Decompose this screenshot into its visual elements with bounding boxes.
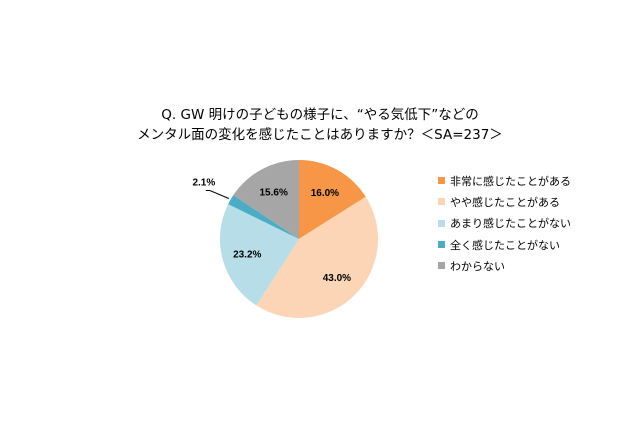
data-label: 43.0% (323, 273, 351, 284)
legend-label: やや感じたことがある (450, 195, 560, 209)
legend-label: あまり感じたことがない (450, 217, 571, 231)
legend-swatch (438, 177, 445, 185)
legend-swatch (438, 198, 445, 206)
leader-line (205, 190, 230, 199)
legend-item: やや感じたことがある (438, 191, 571, 212)
legend: 非常に感じたことがある やや感じたことがある あまり感じたことがない 全く感じた… (438, 170, 571, 276)
legend-item: あまり感じたことがない (438, 213, 571, 234)
data-label: 15.6% (260, 188, 288, 199)
legend-item: 全く感じたことがない (438, 234, 571, 255)
legend-label: 全く感じたことがない (450, 238, 560, 252)
legend-item: わからない (438, 255, 571, 276)
data-label: 16.0% (311, 188, 339, 199)
legend-item: 非常に感じたことがある (438, 170, 571, 191)
pie-slice (219, 204, 299, 306)
pie-slice (299, 160, 366, 239)
pie-slice (233, 160, 299, 239)
pie-slice (256, 196, 379, 319)
chart-title-line-2: メンタル面の変化を感じたことはありますか？＜SA=237＞ (137, 127, 503, 143)
data-label: 2.1% (192, 178, 215, 189)
legend-label: わからない (450, 259, 505, 273)
data-label: 23.2% (233, 249, 261, 260)
chart-title-line-1: Q. GW 明けの子どもの様子に、“やる気低下”などの (161, 107, 479, 123)
legend-swatch (438, 219, 445, 227)
pie-slice (228, 195, 299, 239)
legend-swatch (438, 262, 445, 270)
legend-swatch (438, 241, 445, 249)
legend-label: 非常に感じたことがある (450, 174, 571, 188)
